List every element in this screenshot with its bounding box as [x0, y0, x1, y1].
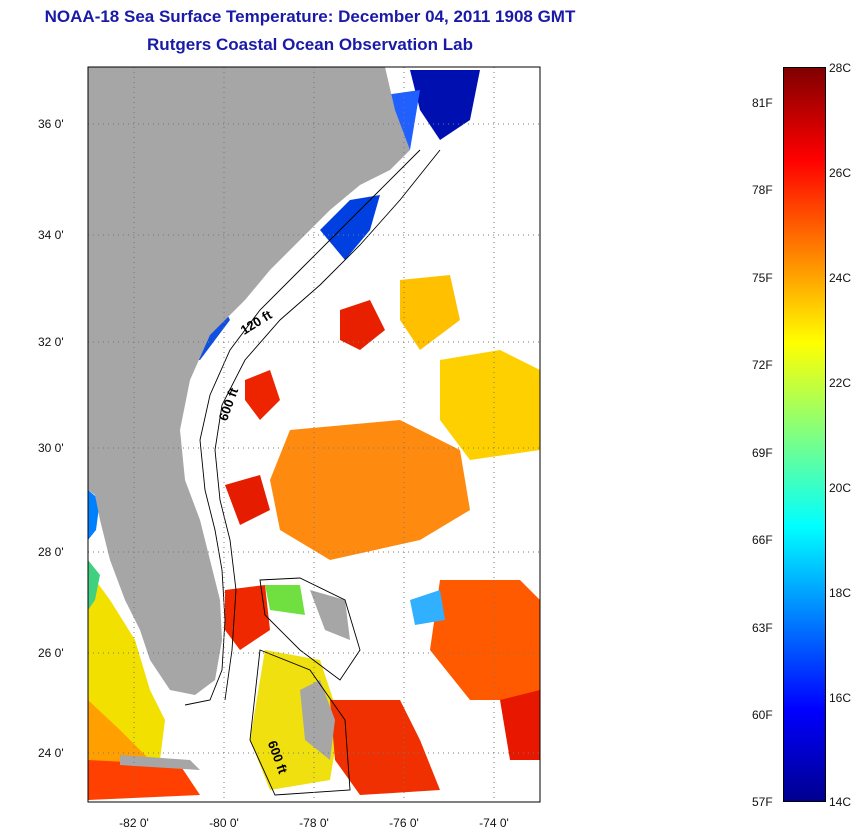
land-mainland	[88, 67, 410, 695]
lat-tick-label: 28 0'	[38, 545, 64, 559]
sst-patch-red-3	[225, 475, 270, 525]
colorbar-f-label: 75F	[752, 271, 773, 285]
graticule	[88, 67, 540, 802]
lon-tick-label: -82 0'	[119, 816, 149, 830]
isobath-bahamas-2	[249, 649, 351, 796]
colorbar-c-label: 18C	[829, 586, 852, 600]
sst-patch-red-1	[340, 300, 385, 350]
colorbar-c-label: 14C	[829, 795, 852, 809]
sst-patch-orange-se	[430, 580, 540, 700]
colorbar-f-label: 63F	[752, 621, 773, 635]
sst-patch-green-1	[265, 585, 305, 615]
lat-tick-label: 24 0'	[38, 746, 64, 760]
colorbar-f-label: 60F	[752, 708, 773, 722]
lon-tick-label: -74 0'	[479, 816, 509, 830]
map-area	[88, 67, 540, 802]
land-bahamas-abaco	[310, 590, 350, 640]
colorbar-f-label: 78F	[752, 183, 773, 197]
sst-patch-green-2	[410, 590, 445, 625]
map-subtitle: Rutgers Coastal Ocean Observation Lab	[147, 35, 473, 54]
colorbar-c-label: 28C	[829, 61, 852, 75]
sst-patch-red-4	[225, 585, 270, 650]
sst-patch-orange-mid	[270, 420, 470, 560]
lat-tick-label: 36 0'	[38, 117, 64, 131]
isobath-600ft	[214, 149, 441, 701]
colorbar-f-label: 72F	[752, 358, 773, 372]
colorbar-f-label: 81F	[752, 96, 773, 110]
sst-patch-bahamas-red	[330, 700, 440, 795]
map-frame	[87, 66, 541, 803]
sst-patch-red-2	[245, 370, 280, 420]
sst-patch-se-red	[500, 690, 540, 760]
lat-tick-label: 32 0'	[38, 335, 64, 349]
lat-tick-label: 34 0'	[38, 228, 64, 242]
lon-tick-label: -76 0'	[389, 816, 419, 830]
lon-tick-label: -78 0'	[299, 816, 329, 830]
colorbar-f-label: 57F	[752, 795, 773, 809]
colorbar-c-label: 26C	[829, 166, 852, 180]
sst-patch-hatteras	[410, 70, 480, 140]
isobath-bahamas	[259, 577, 361, 681]
colorbar-f-label: 69F	[752, 446, 773, 460]
map-title: NOAA-18 Sea Surface Temperature: Decembe…	[44, 7, 576, 26]
land-bahamas-andros	[300, 680, 335, 760]
colorbar-c-label: 20C	[829, 481, 852, 495]
sst-patch-gulf-green	[88, 560, 100, 610]
sst-patch-onslow	[320, 195, 380, 260]
lat-tick-label: 30 0'	[38, 441, 64, 455]
sst-patch-yellow-n	[400, 275, 460, 350]
lat-tick-label: 26 0'	[38, 646, 64, 660]
colorbar-c-label: 24C	[829, 271, 852, 285]
land-keys	[120, 755, 200, 770]
sst-patch-south-red	[88, 760, 200, 800]
sst-patch-yellow-ne	[440, 350, 540, 460]
temperature-colorbar	[783, 67, 826, 802]
colorbar-c-label: 22C	[829, 376, 852, 390]
colorbar-c-label: 16C	[829, 691, 852, 705]
lon-tick-label: -80 0'	[209, 816, 239, 830]
colorbar-f-label: 66F	[752, 533, 773, 547]
sst-patches	[88, 70, 540, 800]
